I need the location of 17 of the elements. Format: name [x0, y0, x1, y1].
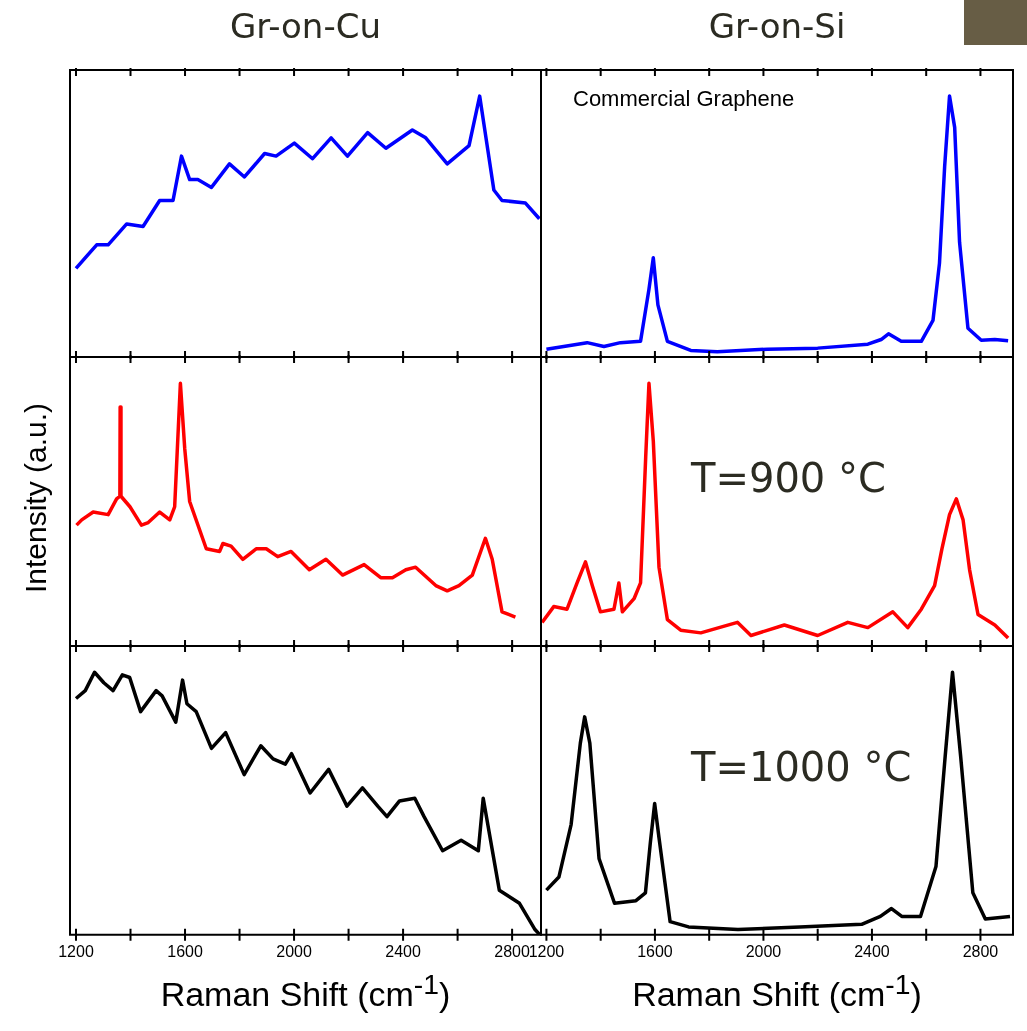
x-tick-label: 2400: [385, 942, 421, 960]
chart-title: Gr-on-Si: [708, 6, 846, 46]
annotation: T=1000 °C: [691, 744, 912, 790]
x-axis-title: Raman Shift (cm$^{-1}$): [632, 968, 922, 1015]
x-tick-label: 2000: [276, 942, 312, 960]
x-tick-label: 1200: [58, 942, 94, 960]
x-tick-label: 2400: [854, 942, 890, 960]
annotation: T=900 °C: [691, 455, 886, 501]
chart-title: Gr-on-Cu: [230, 6, 381, 46]
x-tick-label: 1600: [167, 942, 203, 960]
y-axis-title: Intensity (a.u.): [19, 402, 53, 594]
x-tick-label: 2800: [494, 942, 531, 960]
x-axis-title: Raman Shift (cm$^{-1}$): [160, 968, 451, 1015]
x-tick-label: 1600: [637, 942, 673, 960]
x-tick-label: 2000: [745, 942, 782, 960]
x-tick-label: 2800: [962, 942, 999, 960]
annotation: Commercial Graphene: [573, 86, 795, 112]
